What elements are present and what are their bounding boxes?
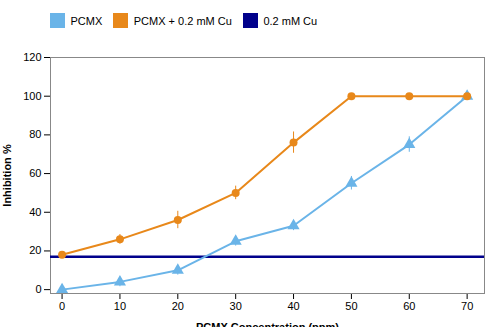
svg-text:60: 60 (403, 300, 415, 312)
svg-text:80: 80 (29, 128, 41, 140)
svg-text:0: 0 (59, 300, 65, 312)
svg-text:PCMX Concentration (ppm): PCMX Concentration (ppm) (196, 320, 339, 327)
html-text:PCMX + 0.2 mM Cu: PCMX + 0.2 mM Cu (133, 14, 232, 27)
svg-text:40: 40 (29, 205, 41, 217)
svg-text:40: 40 (287, 300, 299, 312)
svg-text:50: 50 (345, 300, 357, 312)
html-text:PCMX: PCMX (70, 14, 103, 27)
svg-text:20: 20 (172, 300, 184, 312)
svg-text:10: 10 (114, 300, 126, 312)
svg-text:120: 120 (23, 51, 41, 63)
html-text:0.2 mM Cu: 0.2 mM Cu (263, 14, 318, 27)
svg-text:100: 100 (23, 89, 41, 101)
svg-text:0: 0 (35, 283, 41, 295)
svg-text:30: 30 (230, 300, 242, 312)
svg-text:Inhibition %: Inhibition % (1, 144, 13, 207)
svg-text:20: 20 (29, 244, 41, 256)
svg-text:60: 60 (29, 167, 41, 179)
svg-text:70: 70 (461, 300, 473, 312)
